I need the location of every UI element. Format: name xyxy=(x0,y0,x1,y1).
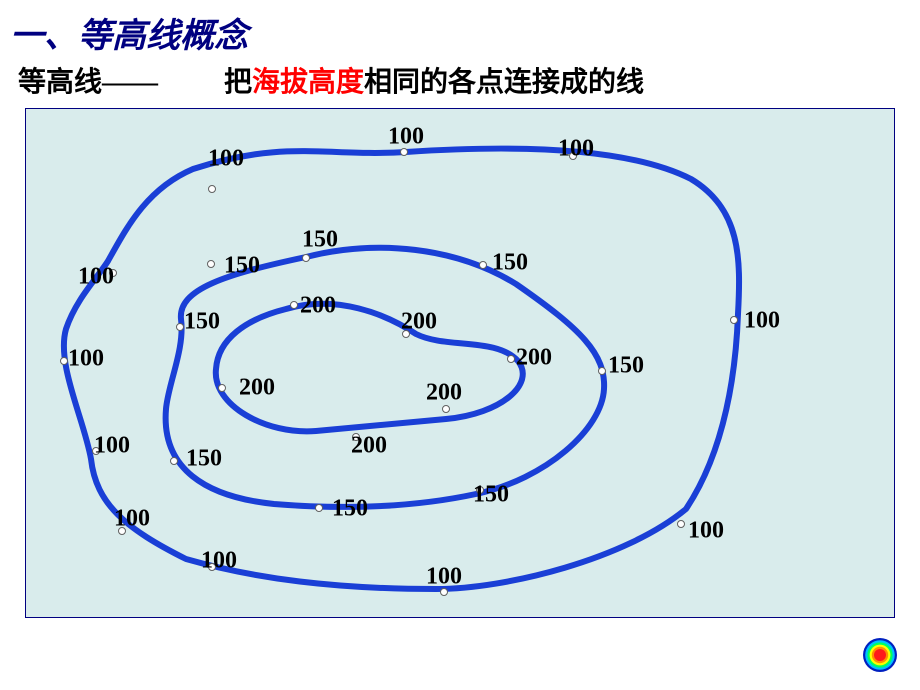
elevation-label: 100 xyxy=(426,564,462,591)
decorative-ring-icon xyxy=(861,636,899,674)
elevation-label: 200 xyxy=(401,309,437,336)
elevation-label: 200 xyxy=(300,293,336,320)
elevation-label: 200 xyxy=(351,433,387,460)
elevation-label: 150 xyxy=(608,353,644,380)
subtitle-midpre: 把 xyxy=(224,67,252,98)
elevation-label: 100 xyxy=(201,548,237,575)
elevation-point xyxy=(677,520,685,528)
elevation-point xyxy=(302,254,310,262)
subtitle-highlight: 海拔高度 xyxy=(252,67,364,98)
contour-150 xyxy=(166,248,604,507)
elevation-point xyxy=(208,185,216,193)
elevation-label: 150 xyxy=(473,482,509,509)
elevation-point xyxy=(598,367,606,375)
elevation-label: 200 xyxy=(239,375,275,402)
elevation-label: 150 xyxy=(332,496,368,523)
elevation-label: 200 xyxy=(516,345,552,372)
elevation-point xyxy=(170,457,178,465)
elevation-label: 150 xyxy=(492,250,528,277)
elevation-label: 100 xyxy=(688,518,724,545)
elevation-label: 100 xyxy=(114,506,150,533)
elevation-label: 150 xyxy=(224,253,260,280)
subtitle-line: 等高线—— 把海拔高度相同的各点连接成的线 xyxy=(18,60,644,100)
elevation-point xyxy=(730,316,738,324)
elevation-label: 100 xyxy=(68,346,104,373)
contour-200 xyxy=(216,304,523,432)
contour-diagram: 100 100 100 100 100 100 100 100 100 100 100 150 150 1… xyxy=(25,108,895,618)
elevation-point xyxy=(479,261,487,269)
elevation-label: 150 xyxy=(186,446,222,473)
elevation-point xyxy=(507,355,515,363)
contour-lines xyxy=(26,109,895,618)
elevation-point xyxy=(315,504,323,512)
elevation-label: 150 xyxy=(184,309,220,336)
elevation-label: 100 xyxy=(208,146,244,173)
elevation-label: 100 xyxy=(78,264,114,291)
elevation-point xyxy=(207,260,215,268)
elevation-point xyxy=(60,357,68,365)
elevation-label: 200 xyxy=(426,380,462,407)
elevation-label: 100 xyxy=(558,136,594,163)
page-heading: 一、等高线概念 xyxy=(10,8,248,57)
elevation-point xyxy=(218,384,226,392)
elevation-label: 100 xyxy=(744,308,780,335)
subtitle-prefix: 等高线—— xyxy=(18,67,158,98)
elevation-point xyxy=(176,323,184,331)
elevation-label: 150 xyxy=(302,227,338,254)
subtitle-midpost: 相同的各点连接成的线 xyxy=(364,67,644,98)
elevation-label: 100 xyxy=(388,124,424,151)
elevation-point xyxy=(290,301,298,309)
elevation-label: 100 xyxy=(94,433,130,460)
